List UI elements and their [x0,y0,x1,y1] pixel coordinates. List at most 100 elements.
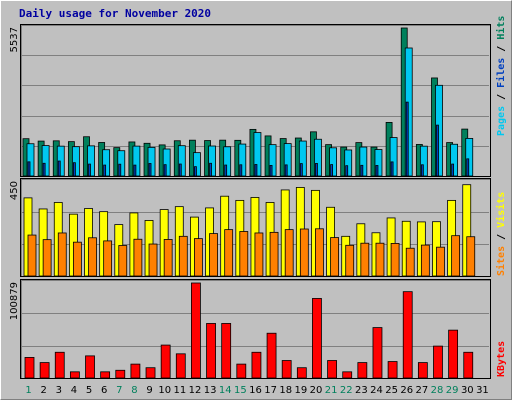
bar-pages [148,163,152,177]
x-tick-label: 1 [25,385,31,396]
right-legend: Pages / Files / Hits [495,16,507,136]
x-tick-label: 31 [476,385,489,396]
bar-kbytes [417,362,428,379]
bar-sites [315,228,324,277]
bar-kbytes [54,351,65,379]
bar-sites [42,239,52,277]
bar-kbytes [175,353,186,379]
bar-sites [72,241,82,277]
bar-files [238,143,247,177]
bar-kbytes [463,351,474,379]
bar-pages [254,164,258,177]
bar-sites [405,247,415,277]
bar-kbytes [160,344,171,379]
x-tick-label: 6 [101,385,107,396]
bar-files [268,144,277,177]
x-tick-label: 18 [279,385,292,396]
bar-kbytes [69,371,80,379]
y-axis-labels: 5537 450 100879 [9,27,20,320]
legend-kbytes: KBytes [496,341,507,377]
bar-kbytes [115,369,126,379]
x-tick-label: 14 [219,385,232,396]
bar-sites [345,244,355,277]
bar-pages [420,164,424,177]
x-tick-label: 7 [116,385,122,396]
chart-bars [22,27,476,379]
x-tick-label: 9 [146,385,152,396]
bar-sites [254,232,264,277]
x-tick-label: 29 [446,385,459,396]
x-tick-label: 19 [295,385,308,396]
x-tick-label: 4 [71,385,77,396]
bar-kbytes [221,323,232,379]
bar-sites [118,245,128,277]
bar-pages [375,165,379,177]
bar-pages [330,164,333,177]
bar-pages [224,164,228,177]
bar-sites [466,236,476,277]
x-tick-label: 10 [158,385,171,396]
bar-files [314,138,322,177]
x-axis-labels: 1 2 3 4 5 6 7 8 9 10 11 12 13 14 15 16 17 18 19 20 21 22 23 24 2… [25,385,488,396]
right-legend: Sites / Visits [495,192,507,276]
bar-files [147,146,156,177]
bar-sites [436,246,445,277]
bar-files [359,146,368,177]
bar-kbytes [130,363,141,379]
bar-kbytes [100,371,111,379]
bar-sites [133,238,143,277]
bar-kbytes [372,327,383,379]
bar-sites [163,239,173,277]
bar-files [298,140,307,177]
legend-sites: Sites [495,246,507,276]
bar-pages [118,163,122,177]
legend-pages: Pages [496,106,507,136]
bar-sites [194,238,203,277]
bar-kbytes [24,357,35,379]
bar-pages [133,164,137,177]
bar-files [193,152,201,177]
bar-files [450,143,459,177]
legend-sep: / [496,88,507,106]
bar-files [374,149,383,177]
y-max-label: 5537 [9,27,20,52]
x-tick-label: 5 [86,385,92,396]
bar-files [162,148,171,177]
bar-pages [42,162,46,177]
bar-pages [178,163,182,177]
bar-kbytes [357,362,368,379]
bar-kbytes [145,367,156,379]
bar-files [87,145,95,177]
bar-pages [345,165,349,177]
bar-files [132,145,141,177]
x-tick-label: 15 [234,385,247,396]
bar-sites [360,242,370,277]
bar-files [41,145,50,177]
bar-kbytes [402,291,413,379]
bar-pages [269,165,273,177]
bar-sites [224,229,234,277]
bar-kbytes [387,361,398,379]
x-tick-label: 2 [41,385,47,396]
x-tick-label: 13 [204,385,217,396]
bar-pages [466,158,470,177]
bar-files [208,145,216,177]
bar-files [465,138,474,177]
bar-kbytes [433,345,443,379]
legend-hits: Hits [495,16,507,40]
bar-files [389,137,398,177]
bar-sites [103,240,113,277]
bar-kbytes [281,360,292,379]
bar-files [435,84,443,177]
x-tick-label: 21 [325,385,338,396]
right-legend: KBytes [496,341,507,377]
bar-sites [57,232,67,277]
x-tick-label: 27 [416,385,429,396]
bar-files [253,132,262,177]
bar-pages [88,163,91,177]
x-tick-label: 20 [310,385,323,396]
bar-sites [27,234,37,277]
bar-files [419,145,428,177]
bar-files [283,143,292,177]
